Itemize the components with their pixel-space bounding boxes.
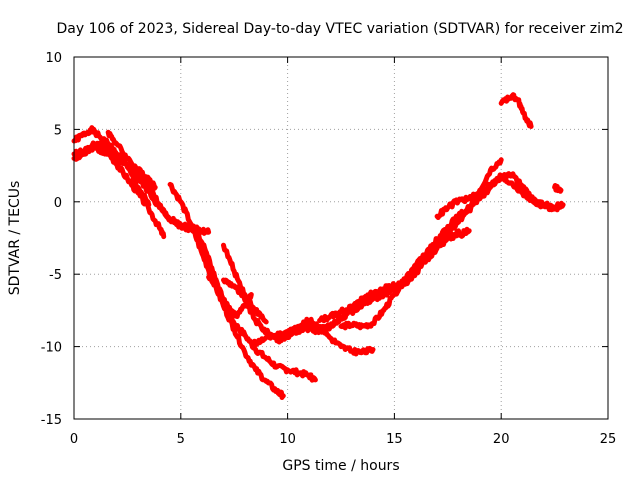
x-axis-label: GPS time / hours (282, 458, 399, 474)
series-line-arc-16 (434, 175, 566, 220)
x-tick-label: 0 (70, 432, 78, 447)
series-line-arc-6 (167, 181, 286, 400)
y-tick-label: -15 (41, 413, 62, 428)
series-line-arc-4 (105, 129, 158, 191)
y-axis-label: SDTVAR / TECUs (7, 181, 23, 296)
series-line-arc-17 (552, 183, 564, 194)
x-tick-label: 15 (386, 432, 403, 447)
series-line-arc-10 (221, 242, 269, 325)
y-tick-label: 5 (54, 123, 62, 138)
series-line-arc-1 (71, 125, 152, 208)
plot-frame (73, 56, 609, 420)
y-tick-label: 10 (45, 51, 62, 66)
x-tick-label: 25 (600, 432, 617, 447)
x-tick-labels: 0 5 10 15 20 25 (70, 432, 616, 447)
series-line-arc-18 (498, 92, 534, 129)
chart-title: Day 106 of 2023, Sidereal Day-to-day VTE… (57, 21, 624, 37)
axis-ticks (73, 56, 609, 420)
series-line-arc-13 (317, 228, 461, 324)
grid (74, 57, 608, 419)
y-tick-label: -10 (41, 341, 62, 356)
y-tick-label: 0 (54, 196, 62, 211)
x-tick-label: 5 (177, 432, 185, 447)
y-tick-labels: -15 -10 -5 0 5 10 (41, 51, 62, 428)
x-tick-label: 20 (493, 432, 510, 447)
x-tick-label: 10 (279, 432, 296, 447)
series-group (71, 92, 566, 400)
y-tick-label: -5 (49, 268, 62, 283)
